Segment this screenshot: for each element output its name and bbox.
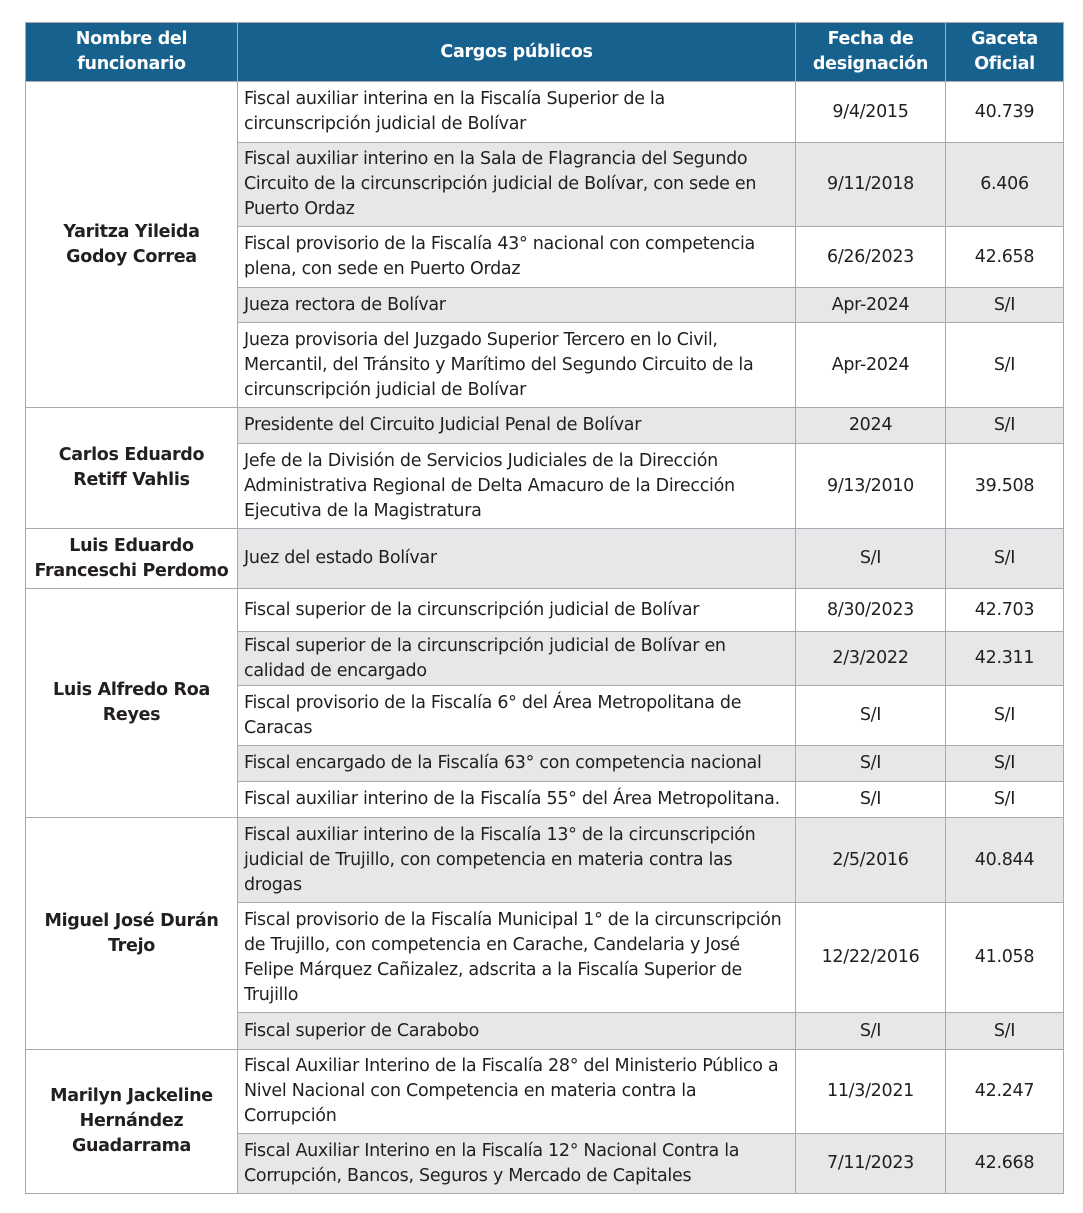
gaceta-cell: 42.658 — [945, 226, 1064, 288]
gaceta-cell: S/I — [945, 528, 1064, 589]
cargo-cell: Juez del estado Bolívar — [237, 528, 796, 589]
gaceta-cell: S/I — [945, 781, 1064, 818]
fecha-cell: S/I — [795, 1012, 946, 1050]
cargo-cell: Fiscal superior de Carabobo — [237, 1012, 796, 1050]
gaceta-cell: S/I — [945, 685, 1064, 746]
fecha-cell: 9/11/2018 — [795, 142, 946, 227]
table-row: Fiscal provisorio de la Fiscalía 6° del … — [26, 685, 1064, 746]
header-cargos: Cargos públicos — [237, 22, 796, 82]
fecha-cell: S/I — [795, 685, 946, 746]
gaceta-cell: 42.703 — [945, 588, 1064, 632]
gaceta-cell: 42.311 — [945, 631, 1064, 686]
table-row: Luis Alfredo Roa Reyes Fiscal superior de… — [25, 588, 1064, 818]
table-row: Fiscal provisorio de la Fiscalía Municip… — [26, 902, 1064, 1013]
cargo-cell: Fiscal auxiliar interina en la Fiscalía … — [237, 81, 796, 143]
cargo-cell: Jueza rectora de Bolívar — [237, 287, 796, 323]
fecha-cell: 2/3/2022 — [795, 631, 946, 686]
cargo-cell: Fiscal Auxiliar Interino de la Fiscalía … — [237, 1049, 796, 1134]
cargo-cell: Fiscal provisorio de la Fiscalía 6° del … — [237, 685, 796, 746]
table-row: Fiscal auxiliar interino en la Sala de F… — [26, 142, 1064, 227]
table-row: Carlos Eduardo Retiff Vahlis Presidente d… — [25, 407, 1064, 529]
table-row: Marilyn Jackeline Hernández Guadarrama Fi… — [25, 1049, 1064, 1194]
cargo-cell: Fiscal provisorio de la Fiscalía 43° nac… — [237, 226, 796, 288]
cargo-cell: Fiscal encargado de la Fiscalía 63° con … — [237, 745, 796, 782]
gaceta-cell: S/I — [945, 1012, 1064, 1050]
fecha-cell: S/I — [795, 781, 946, 818]
fecha-cell: 7/11/2023 — [795, 1133, 946, 1194]
header-row: Nombre del funcionario Cargos públicos F… — [25, 22, 1064, 82]
fecha-cell: 2/5/2016 — [795, 817, 946, 903]
fecha-cell: 8/30/2023 — [795, 588, 946, 632]
gaceta-cell: 40.844 — [945, 817, 1064, 903]
cargo-cell: Jefe de la División de Servicios Judicia… — [237, 443, 796, 529]
fecha-cell: 2024 — [795, 407, 946, 444]
cargo-cell: Jueza provisoria del Juzgado Superior Te… — [237, 322, 796, 408]
gaceta-cell: 40.739 — [945, 81, 1064, 143]
gaceta-cell: 42.247 — [945, 1049, 1064, 1134]
fecha-cell: 11/3/2021 — [795, 1049, 946, 1134]
fecha-cell: 6/26/2023 — [795, 226, 946, 288]
gaceta-cell: S/I — [945, 407, 1064, 444]
gaceta-cell: 6.406 — [945, 142, 1064, 227]
official-name: Luis Alfredo Roa Reyes — [25, 588, 238, 818]
official-name: Luis Eduardo Franceschi Perdomo — [25, 528, 238, 589]
gaceta-cell: 39.508 — [945, 443, 1064, 529]
table-row: Miguel José Durán Trejo Fiscal auxiliar i… — [25, 817, 1064, 1050]
gaceta-cell: S/I — [945, 745, 1064, 782]
fecha-cell: 12/22/2016 — [795, 902, 946, 1013]
table-row: Fiscal Auxiliar Interino en la Fiscalía … — [26, 1133, 1064, 1194]
table-row: Fiscal superior de la circunscripción ju… — [26, 631, 1064, 686]
gaceta-cell: S/I — [945, 287, 1064, 323]
fecha-cell: Apr-2024 — [795, 322, 946, 408]
cargo-cell: Fiscal auxiliar interino de la Fiscalía … — [237, 817, 796, 903]
official-name: Miguel José Durán Trejo — [25, 817, 238, 1050]
cargo-cell: Fiscal auxiliar interino de la Fiscalía … — [237, 781, 796, 818]
cargo-cell: Fiscal superior de la circunscripción ju… — [237, 588, 796, 632]
header-gaceta: Gaceta Oficial — [945, 22, 1064, 82]
table-row: Jefe de la División de Servicios Judicia… — [26, 443, 1064, 529]
fecha-cell: 9/4/2015 — [795, 81, 946, 143]
fecha-cell: Apr-2024 — [795, 287, 946, 323]
table-row: Fiscal superior de Carabobo S/I S/I — [26, 1012, 1064, 1050]
appointments-table: Nombre del funcionario Cargos públicos F… — [25, 22, 1064, 1194]
fecha-cell: 9/13/2010 — [795, 443, 946, 529]
fecha-cell: S/I — [795, 745, 946, 782]
gaceta-cell: 41.058 — [945, 902, 1064, 1013]
cargo-cell: Fiscal auxiliar interino en la Sala de F… — [237, 142, 796, 227]
fecha-cell: S/I — [795, 528, 946, 589]
cargo-cell: Fiscal Auxiliar Interino en la Fiscalía … — [237, 1133, 796, 1194]
cargo-cell: Presidente del Circuito Judicial Penal d… — [237, 407, 796, 444]
table-row: Jueza rectora de Bolívar Apr-2024 S/I — [26, 287, 1064, 323]
table-row: Jueza provisoria del Juzgado Superior Te… — [26, 322, 1064, 408]
table-row: Luis Eduardo Franceschi Perdomo Juez del … — [25, 528, 1064, 589]
cargo-cell: Fiscal superior de la circunscripción ju… — [237, 631, 796, 686]
gaceta-cell: 42.668 — [945, 1133, 1064, 1194]
official-name: Yaritza Yileida Godoy Correa — [25, 81, 238, 408]
table-row: Yaritza Yileida Godoy Correa Fiscal auxil… — [25, 81, 1064, 408]
header-fecha: Fecha de designación — [795, 22, 946, 82]
gaceta-cell: S/I — [945, 322, 1064, 408]
official-name: Marilyn Jackeline Hernández Guadarrama — [25, 1049, 238, 1194]
table-row: Fiscal encargado de la Fiscalía 63° con … — [26, 745, 1064, 782]
cargo-cell: Fiscal provisorio de la Fiscalía Municip… — [237, 902, 796, 1013]
header-nombre: Nombre del funcionario — [25, 22, 238, 82]
official-name: Carlos Eduardo Retiff Vahlis — [25, 407, 238, 529]
